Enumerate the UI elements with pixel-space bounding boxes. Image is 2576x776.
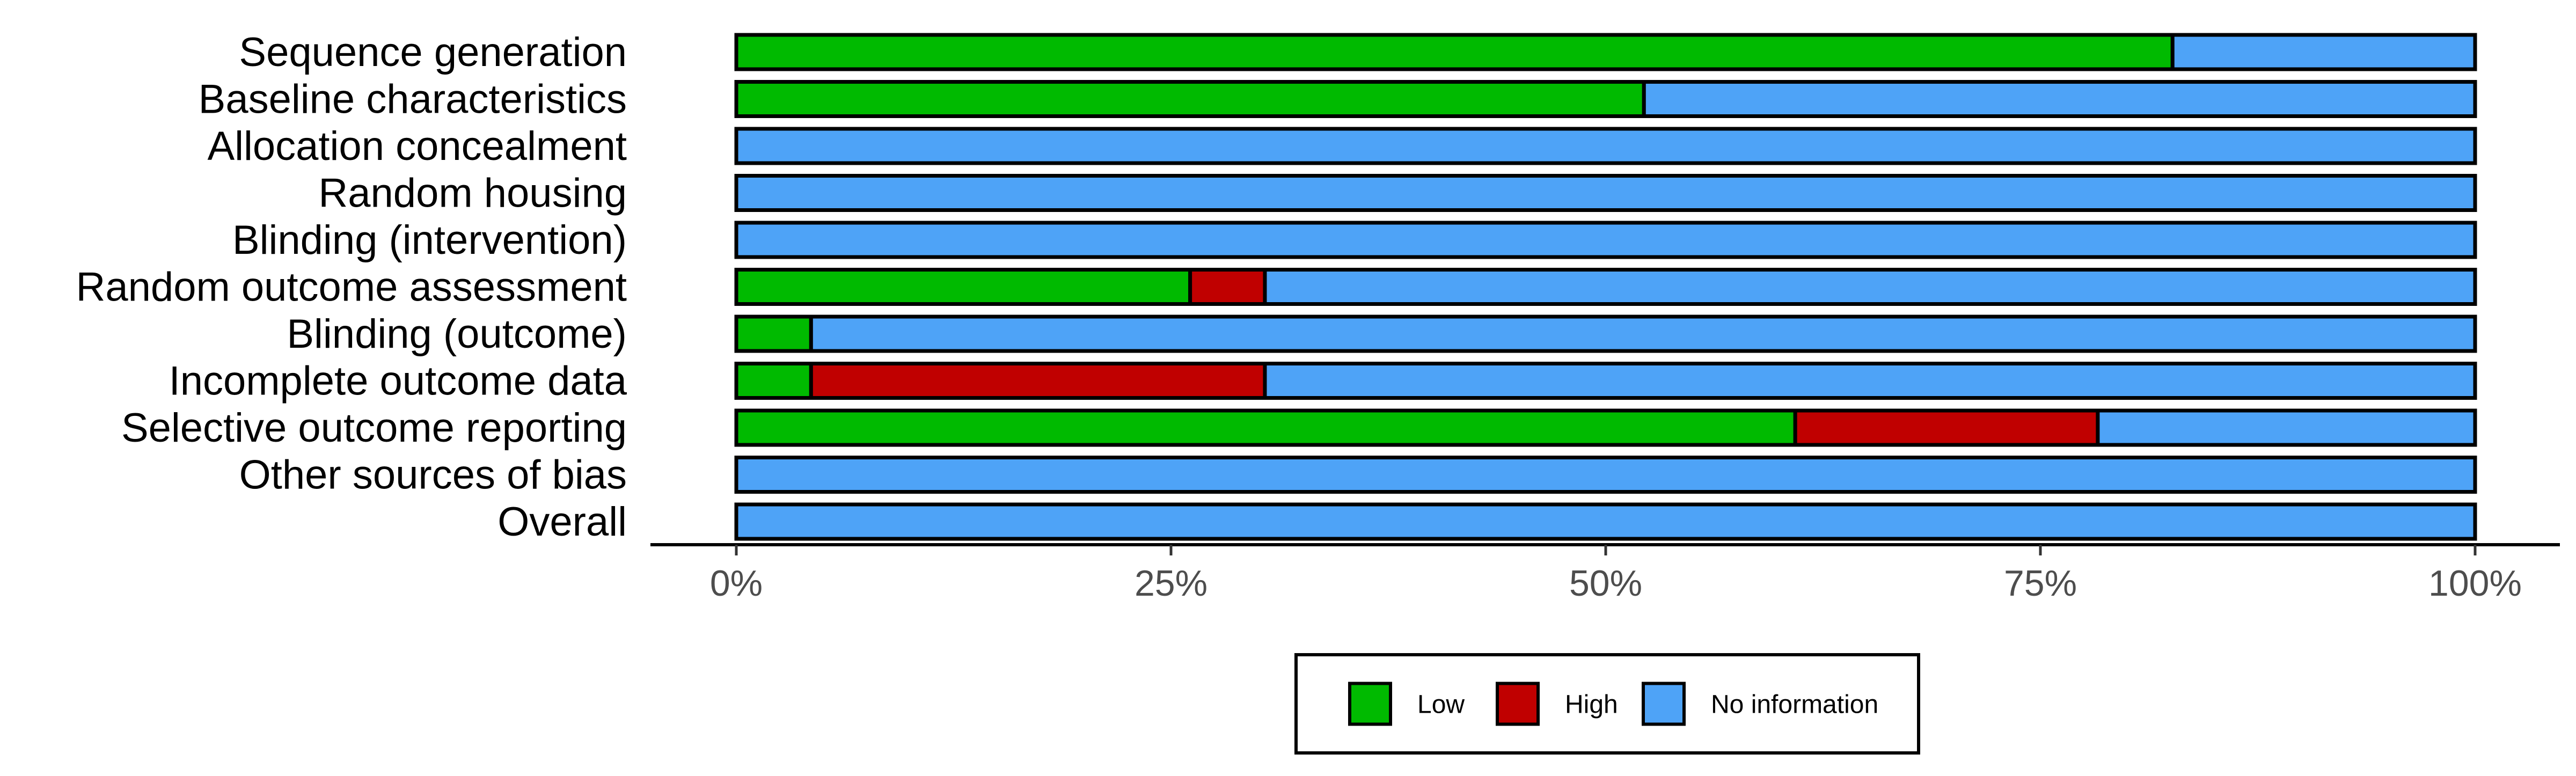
bar-incomplete-outcome-data-low [734, 362, 813, 400]
legend: Low High No information [1294, 653, 1920, 755]
bar-random-housing-no-information [734, 174, 2477, 212]
bar-blinding-outcome-low [734, 314, 813, 353]
bar-baseline-characteristics-no-information [1642, 80, 2477, 118]
legend-box [1294, 653, 1920, 755]
bar-sequence-generation-low [734, 33, 2175, 71]
bar-blinding-intervention-no-information [734, 221, 2477, 259]
bar-selective-outcome-reporting-low [734, 408, 1797, 447]
x-tick-label: 50% [1569, 563, 1642, 604]
legend-label-low: Low [1417, 691, 1465, 719]
bar-incomplete-outcome-data-high [809, 362, 1267, 400]
legend-key-high [1496, 682, 1540, 726]
x-tick-label: 25% [1135, 563, 1208, 604]
bar-selective-outcome-reporting-no-information [2096, 408, 2477, 447]
bar-blinding-outcome-no-information [809, 314, 2477, 353]
legend-key-low [1348, 682, 1392, 726]
category-label: Overall [497, 499, 627, 545]
category-label: Random housing [318, 171, 627, 216]
bar-allocation-concealment-no-information [734, 127, 2477, 165]
category-label: Allocation concealment [207, 123, 627, 169]
bars-layer [734, 33, 2477, 541]
x-tick-label: 75% [2004, 563, 2077, 604]
legend-key-no-information [1642, 682, 1686, 726]
category-label: Sequence generation [239, 30, 627, 75]
bar-sequence-generation-no-information [2170, 33, 2477, 71]
category-label: Selective outcome reporting [121, 405, 627, 451]
category-label: Baseline characteristics [199, 77, 627, 122]
bar-random-outcome-assessment-high [1188, 268, 1267, 306]
x-axis: 0% 25% 50% 75% 100% [650, 543, 2560, 604]
category-label: Incomplete outcome data [169, 358, 627, 404]
bar-random-outcome-assessment-no-information [1263, 268, 2477, 306]
legend-label-high: High [1565, 691, 1618, 719]
category-label: Blinding (intervention) [232, 217, 627, 263]
category-label: Blinding (outcome) [287, 311, 627, 357]
category-label: Random outcome assessment [76, 265, 627, 310]
bar-other-sources-of-bias-no-information [734, 456, 2477, 494]
x-tick-label: 0% [710, 563, 763, 604]
category-label: Other sources of bias [239, 452, 627, 498]
bar-incomplete-outcome-data-no-information [1263, 362, 2477, 400]
bar-random-outcome-assessment-low [734, 268, 1192, 306]
bar-baseline-characteristics-low [734, 80, 1646, 118]
x-tick-label: 100% [2428, 563, 2522, 604]
legend-label-no-information: No information [1711, 691, 1878, 719]
bar-overall-no-information [734, 502, 2477, 541]
bar-selective-outcome-reporting-high [1793, 408, 2100, 447]
